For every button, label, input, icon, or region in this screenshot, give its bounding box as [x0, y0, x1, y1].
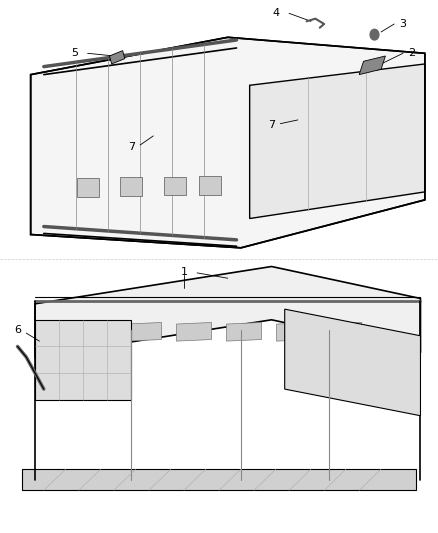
- Text: 3: 3: [399, 19, 406, 29]
- Circle shape: [370, 29, 379, 40]
- Polygon shape: [110, 51, 125, 64]
- Polygon shape: [250, 64, 425, 219]
- Polygon shape: [226, 322, 261, 341]
- Polygon shape: [327, 322, 362, 341]
- Text: 1: 1: [180, 267, 187, 277]
- Polygon shape: [35, 320, 131, 400]
- Polygon shape: [31, 37, 425, 248]
- Text: 7: 7: [128, 142, 135, 151]
- Polygon shape: [164, 176, 186, 195]
- Polygon shape: [285, 309, 420, 416]
- Polygon shape: [77, 178, 99, 197]
- Polygon shape: [359, 56, 385, 75]
- Polygon shape: [199, 176, 221, 195]
- Polygon shape: [120, 177, 142, 196]
- Polygon shape: [22, 469, 416, 490]
- Polygon shape: [276, 322, 311, 341]
- Text: 6: 6: [14, 326, 21, 335]
- Polygon shape: [35, 266, 420, 357]
- Text: 2: 2: [408, 49, 415, 58]
- Text: 4: 4: [272, 9, 279, 18]
- Polygon shape: [177, 322, 212, 341]
- Polygon shape: [76, 322, 111, 341]
- Polygon shape: [127, 322, 162, 341]
- Text: 7: 7: [268, 120, 275, 130]
- Text: 5: 5: [71, 49, 78, 58]
